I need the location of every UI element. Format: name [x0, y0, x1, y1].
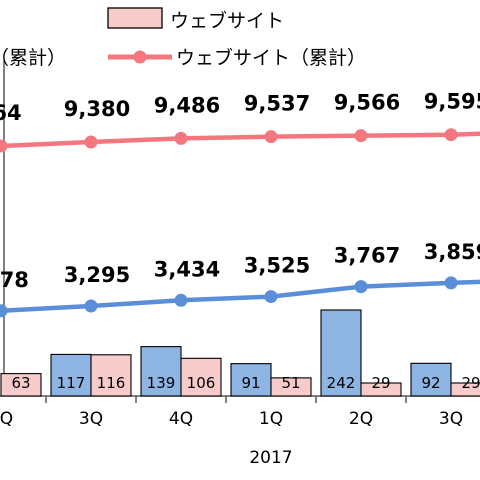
bar-value-label: 117: [57, 374, 86, 392]
bar-pink: [360, 382, 402, 397]
cumulative-line: [0, 131, 480, 149]
x-tick-label: 1Q: [259, 409, 283, 429]
x-tick-label: 3Q: [439, 409, 463, 429]
legend-line-marker: [133, 50, 147, 64]
cumulative-value-label: 64: [0, 101, 22, 125]
legend-bar-label: ウェブサイト: [170, 9, 284, 32]
bar-value-label: 92: [421, 374, 440, 392]
legend-bar-swatch: [107, 7, 163, 29]
secondary-cumulative-marker: [0, 304, 8, 318]
x-tick-label: 2Q: [349, 409, 373, 429]
cumulative-value-label: 9,380: [64, 97, 130, 121]
year-label-2017: 2017: [249, 448, 292, 468]
secondary-cumulative-value-label: 3,434: [154, 257, 220, 281]
secondary-cumulative-value-label: 3,859: [424, 240, 480, 264]
secondary-cumulative-marker: [444, 276, 458, 290]
cumulative-value-label: 9,595: [424, 90, 480, 114]
bar-value-label: 29: [371, 374, 390, 392]
bar-value-label: 63: [11, 374, 30, 392]
bar-pink: [180, 357, 222, 397]
cumulative-marker: [84, 135, 98, 149]
bar-blue: [230, 363, 272, 397]
secondary-cumulative-value-label: 3,295: [64, 263, 130, 287]
bar-pink: [450, 382, 480, 397]
secondary-cumulative-value-label: 3,767: [334, 244, 400, 268]
bar-value-label: 116: [97, 374, 126, 392]
cumulative-marker: [444, 128, 458, 142]
bar-value-label: 106: [187, 374, 216, 392]
cumulative-marker: [0, 139, 8, 153]
bar-pink: [270, 377, 312, 397]
bar-value-label: 51: [281, 374, 300, 392]
bar-blue: [320, 309, 362, 397]
secondary-cumulative-marker: [174, 293, 188, 307]
secondary-cumulative-value-label: 178: [0, 268, 29, 292]
cumulative-value-label: 9,566: [334, 91, 400, 115]
legend-partial-label: （累計）: [0, 47, 66, 69]
cumulative-marker: [354, 129, 368, 143]
x-tick-label: 4Q: [169, 409, 193, 429]
secondary-cumulative-marker: [84, 299, 98, 313]
data-labels: 63 117 116 139 106 91 51 242 29 92 29 64 9,380 9,486 9…: [0, 90, 480, 392]
bar-pink: [0, 373, 42, 397]
cumulative-marker: [174, 131, 188, 145]
bar-value-label: 91: [241, 374, 260, 392]
bar-blue: [140, 346, 182, 397]
cumulative-value-label: 9,537: [244, 92, 310, 116]
cumulative-marker: [264, 130, 278, 144]
cumulative-value-label: 9,486: [154, 93, 220, 117]
x-axis-labels: 2Q3Q4Q1Q2Q3Q4Q: [0, 409, 463, 429]
bar-blue: [410, 362, 452, 397]
bars: [0, 309, 480, 397]
secondary-cumulative-value-label: 3,525: [244, 254, 310, 278]
secondary-cumulative-marker: [354, 280, 368, 294]
bar-value-label: 242: [327, 374, 356, 392]
x-tick-label: 2Q: [0, 409, 13, 429]
secondary-cumulative-marker: [264, 290, 278, 304]
legend-line-label: ウェブサイト（累計）: [176, 46, 366, 69]
x-tick-label: 3Q: [79, 409, 103, 429]
bar-value-label: 139: [147, 374, 176, 392]
bar-pink: [90, 354, 132, 397]
legend: ウェブサイト ウェブサイト（累計） （累計）: [0, 7, 366, 69]
lines: [0, 128, 480, 318]
bar-value-label: 29: [461, 374, 480, 392]
